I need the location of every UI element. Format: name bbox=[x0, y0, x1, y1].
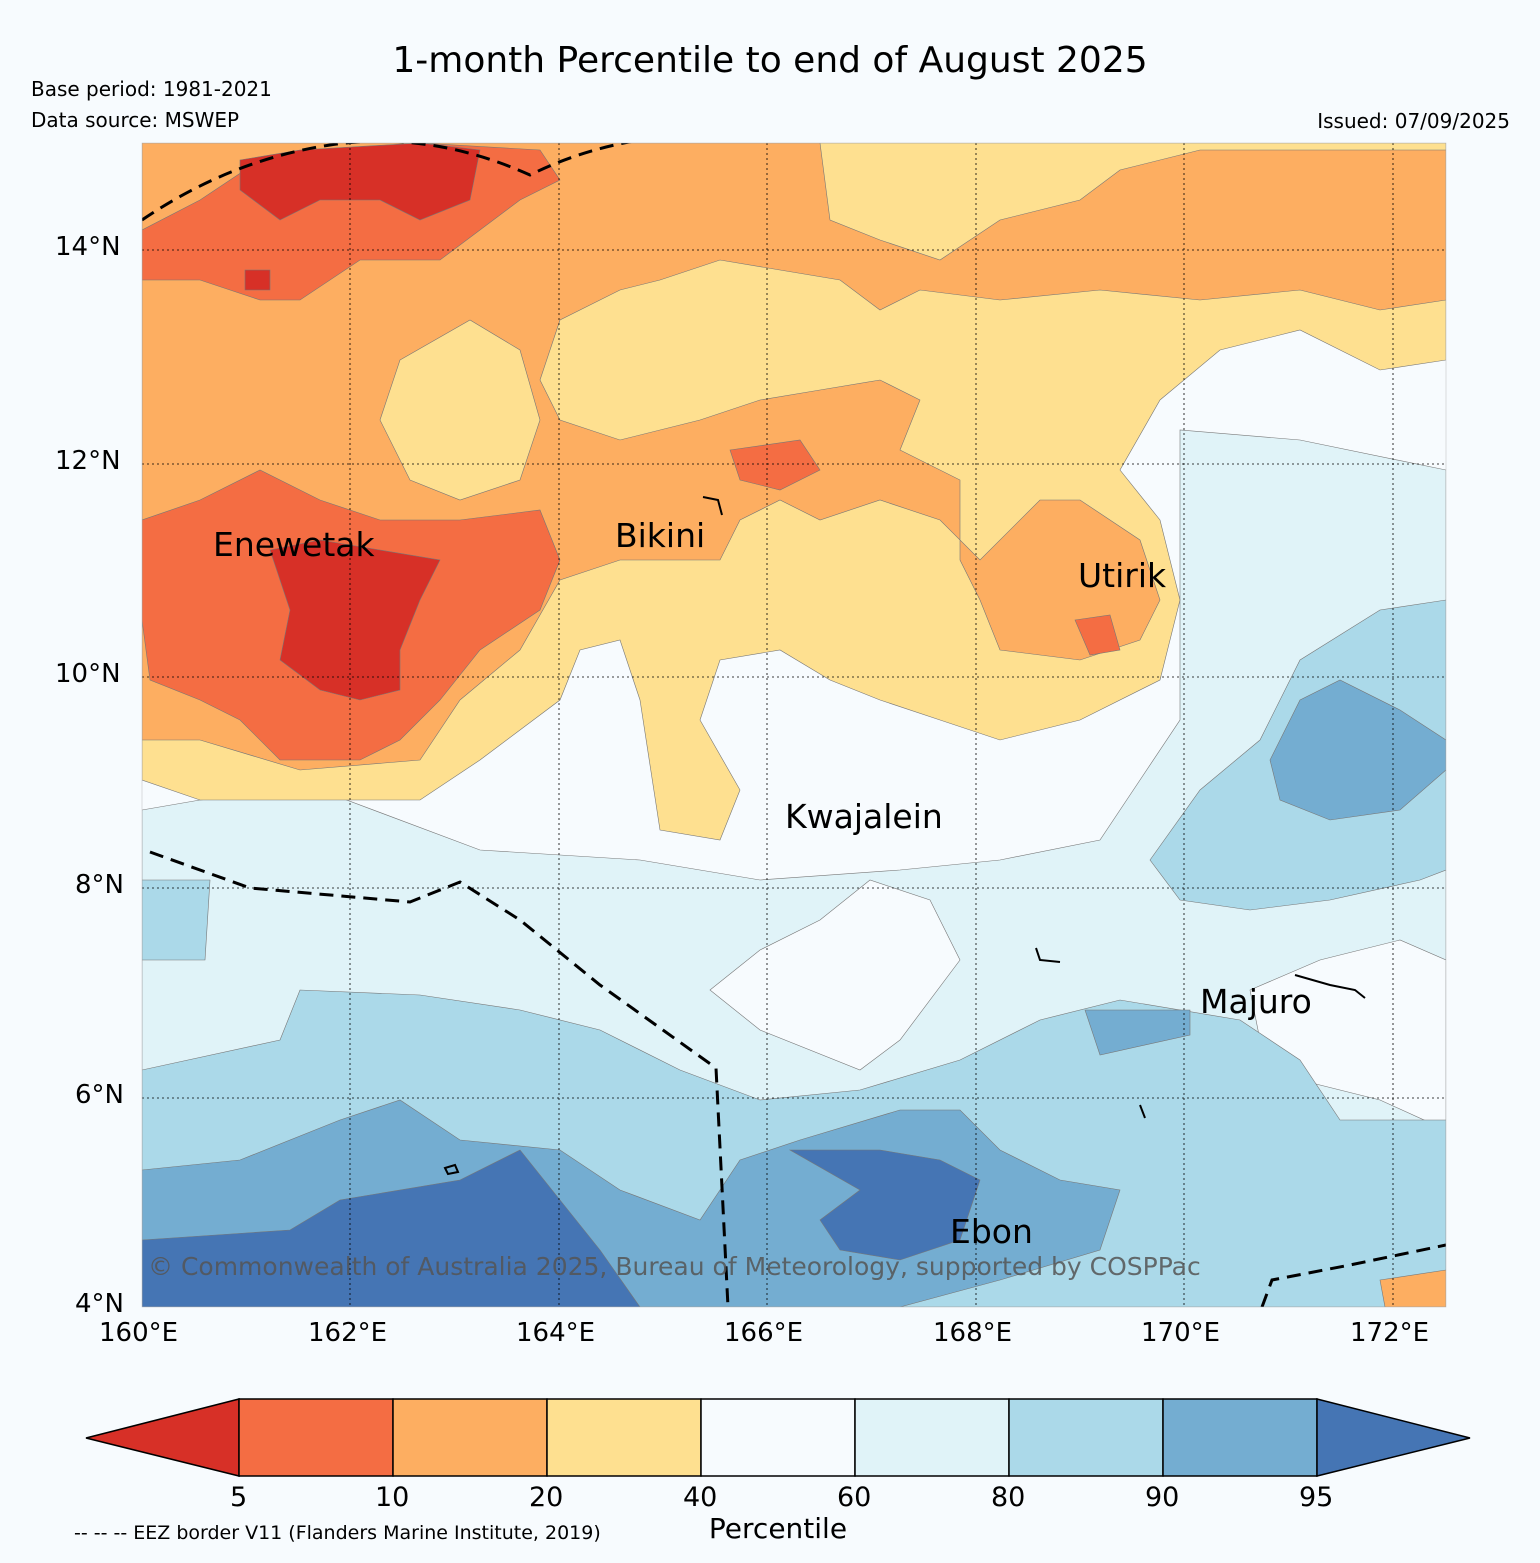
lat-tick-6n: 6°N bbox=[75, 1080, 124, 1110]
colorbar-tick-5: 5 bbox=[230, 1482, 248, 1513]
colorbar-segment-8 bbox=[1316, 1398, 1471, 1477]
place-label-enewetak: Enewetak bbox=[213, 525, 375, 564]
colorbar-tick-80: 80 bbox=[991, 1482, 1026, 1513]
lat-tick-12n: 12°N bbox=[55, 446, 121, 476]
lat-tick-10n: 10°N bbox=[55, 659, 121, 689]
lon-tick-172e: 172°E bbox=[1350, 1318, 1430, 1348]
colorbar-segment-6 bbox=[1008, 1398, 1164, 1477]
colorbar-segment-0 bbox=[85, 1398, 240, 1477]
lat-tick-14n: 14°N bbox=[55, 232, 121, 262]
lat-tick-4n: 4°N bbox=[75, 1289, 124, 1319]
colorbar-tick-20: 20 bbox=[529, 1482, 564, 1513]
place-label-majuro: Majuro bbox=[1200, 982, 1312, 1021]
colorbar-tick-40: 40 bbox=[683, 1482, 718, 1513]
place-label-ebon: Ebon bbox=[950, 1212, 1033, 1251]
island-outlines bbox=[443, 496, 1366, 1176]
lon-tick-160e: 160°E bbox=[99, 1318, 179, 1348]
colorbar-segment-2 bbox=[392, 1398, 548, 1477]
lon-tick-162e: 162°E bbox=[308, 1318, 388, 1348]
lon-tick-170e: 170°E bbox=[1141, 1318, 1221, 1348]
colorbar-label: Percentile bbox=[708, 1512, 848, 1545]
lon-tick-166e: 166°E bbox=[724, 1318, 804, 1348]
colorbar-segment-5 bbox=[854, 1398, 1010, 1477]
eez-border bbox=[142, 143, 1446, 1307]
data-source: Data source: MSWEP bbox=[31, 108, 240, 132]
colorbar bbox=[85, 1398, 1471, 1477]
colorbar-tick-90: 90 bbox=[1145, 1482, 1180, 1513]
band-gt95 bbox=[142, 1149, 641, 1307]
lon-tick-164e: 164°E bbox=[516, 1318, 596, 1348]
copyright-notice: © Commonwealth of Australia 2025, Bureau… bbox=[148, 1252, 1201, 1281]
place-label-kwajalein: Kwajalein bbox=[785, 797, 943, 836]
percentile-field bbox=[142, 143, 1446, 1307]
colorbar-segment-1 bbox=[238, 1398, 394, 1477]
base-period: Base period: 1981-2021 bbox=[31, 77, 272, 101]
map-title: 1-month Percentile to end of August 2025 bbox=[392, 40, 1148, 81]
issued-date: Issued: 07/09/2025 bbox=[1317, 109, 1510, 133]
colorbar-tick-60: 60 bbox=[837, 1482, 872, 1513]
lon-tick-168e: 168°E bbox=[933, 1318, 1013, 1348]
colorbar-tick-10: 10 bbox=[375, 1482, 410, 1513]
place-label-bikini: Bikini bbox=[615, 516, 706, 555]
colorbar-segment-4 bbox=[700, 1398, 856, 1477]
colorbar-tick-95: 95 bbox=[1299, 1482, 1334, 1513]
graticule bbox=[142, 143, 1446, 1307]
band-lt5 bbox=[239, 143, 481, 221]
lat-tick-8n: 8°N bbox=[75, 870, 124, 900]
eez-legend-note: -- -- -- EEZ border V11 (Flanders Marine… bbox=[74, 1522, 601, 1544]
colorbar-segment-3 bbox=[546, 1398, 702, 1477]
place-label-utirik: Utirik bbox=[1078, 556, 1167, 595]
colorbar-segment-7 bbox=[1162, 1398, 1318, 1477]
